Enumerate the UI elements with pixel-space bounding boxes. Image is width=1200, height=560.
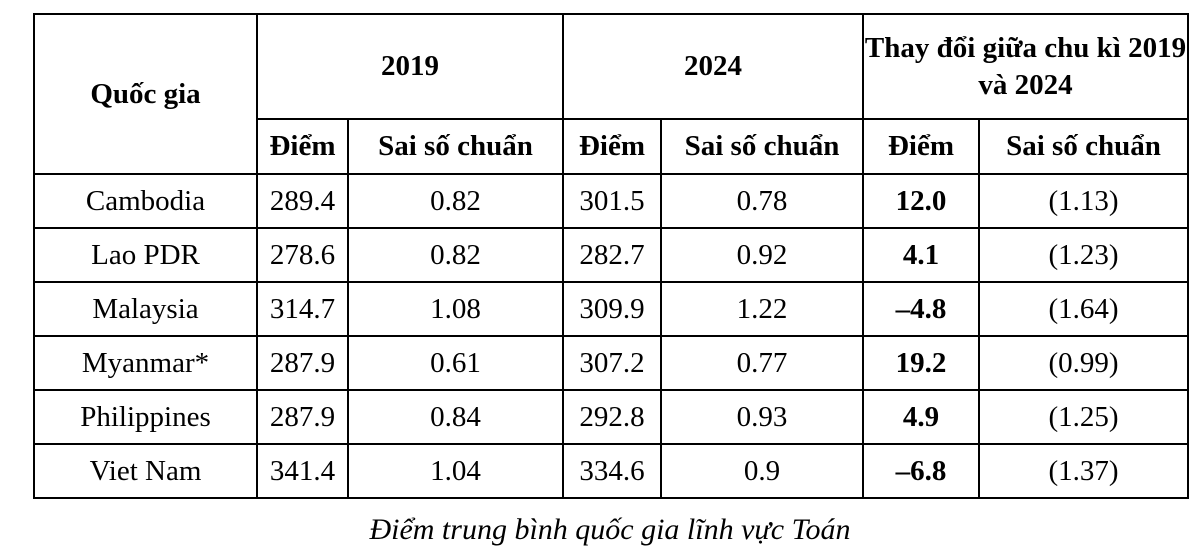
table-row-lao-pdr: Lao PDR 278.6 0.82 282.7 0.92 4.1 (1.23) — [33, 227, 1189, 283]
score-2019-cell: 289.4 — [256, 173, 349, 229]
country-cell: Lao PDR — [33, 227, 258, 283]
se-2024-cell: 1.22 — [660, 281, 864, 337]
header-se-2019: Sai số chuẩn — [347, 118, 564, 175]
score-2019-cell: 287.9 — [256, 335, 349, 391]
score-2024-cell: 307.2 — [562, 335, 662, 391]
header-group-2024: 2024 — [562, 13, 864, 120]
change-score-cell: –4.8 — [862, 281, 980, 337]
change-score-cell: 12.0 — [862, 173, 980, 229]
table-row-cambodia: Cambodia 289.4 0.82 301.5 0.78 12.0 (1.1… — [33, 173, 1189, 229]
table-row-myanmar: Myanmar* 287.9 0.61 307.2 0.77 19.2 (0.9… — [33, 335, 1189, 391]
score-2019-cell: 314.7 — [256, 281, 349, 337]
se-2024-cell: 0.78 — [660, 173, 864, 229]
header-score-change: Điểm — [862, 118, 980, 175]
header-se-2024: Sai số chuẩn — [660, 118, 864, 175]
header-se-change: Sai số chuẩn — [978, 118, 1189, 175]
change-se-cell: (1.25) — [978, 389, 1189, 445]
country-cell: Myanmar* — [33, 335, 258, 391]
score-2019-cell: 278.6 — [256, 227, 349, 283]
se-2024-cell: 0.9 — [660, 443, 864, 499]
score-2024-cell: 282.7 — [562, 227, 662, 283]
change-score-cell: 4.9 — [862, 389, 980, 445]
se-2024-cell: 0.93 — [660, 389, 864, 445]
change-se-cell: (1.23) — [978, 227, 1189, 283]
se-2024-cell: 0.92 — [660, 227, 864, 283]
score-2024-cell: 309.9 — [562, 281, 662, 337]
country-cell: Cambodia — [33, 173, 258, 229]
math-scores-table-container: Quốc gia 2019 2024 Thay đổi giữa chu kì … — [33, 13, 1189, 548]
header-row-sub: Điểm Sai số chuẩn Điểm Sai số chuẩn Điểm… — [34, 118, 1189, 175]
se-2019-cell: 0.82 — [347, 173, 564, 229]
score-2024-cell: 292.8 — [562, 389, 662, 445]
se-2019-cell: 0.84 — [347, 389, 564, 445]
header-row-groups: Quốc gia 2019 2024 Thay đổi giữa chu kì … — [33, 13, 1189, 175]
se-2024-cell: 0.77 — [660, 335, 864, 391]
country-cell: Viet Nam — [33, 443, 258, 499]
header-group-change: Thay đổi giữa chu kì 2019 và 2024 — [862, 13, 1189, 120]
table-caption: Điểm trung bình quốc gia lĩnh vực Toán — [369, 513, 851, 546]
table-row-philippines: Philippines 287.9 0.84 292.8 0.93 4.9 (1… — [33, 389, 1189, 445]
table-row-viet-nam: Viet Nam 341.4 1.04 334.6 0.9 –6.8 (1.37… — [33, 443, 1189, 499]
score-2019-cell: 287.9 — [256, 389, 349, 445]
change-se-cell: (1.64) — [978, 281, 1189, 337]
score-2019-cell: 341.4 — [256, 443, 349, 499]
change-se-cell: (1.37) — [978, 443, 1189, 499]
se-2019-cell: 1.08 — [347, 281, 564, 337]
se-2019-cell: 0.82 — [347, 227, 564, 283]
country-cell: Philippines — [33, 389, 258, 445]
table-row-malaysia: Malaysia 314.7 1.08 309.9 1.22 –4.8 (1.6… — [33, 281, 1189, 337]
header-score-2024: Điểm — [562, 118, 662, 175]
header-group-2019: 2019 — [256, 13, 564, 120]
change-se-cell: (1.13) — [978, 173, 1189, 229]
change-se-cell: (0.99) — [978, 335, 1189, 391]
header-country: Quốc gia — [33, 13, 258, 175]
country-cell: Malaysia — [33, 281, 258, 337]
math-scores-table: Quốc gia 2019 2024 Thay đổi giữa chu kì … — [33, 13, 1189, 499]
change-score-cell: 4.1 — [862, 227, 980, 283]
se-2019-cell: 0.61 — [347, 335, 564, 391]
change-score-cell: –6.8 — [862, 443, 980, 499]
score-2024-cell: 334.6 — [562, 443, 662, 499]
header-score-2019: Điểm — [256, 118, 349, 175]
change-score-cell: 19.2 — [862, 335, 980, 391]
score-2024-cell: 301.5 — [562, 173, 662, 229]
se-2019-cell: 1.04 — [347, 443, 564, 499]
